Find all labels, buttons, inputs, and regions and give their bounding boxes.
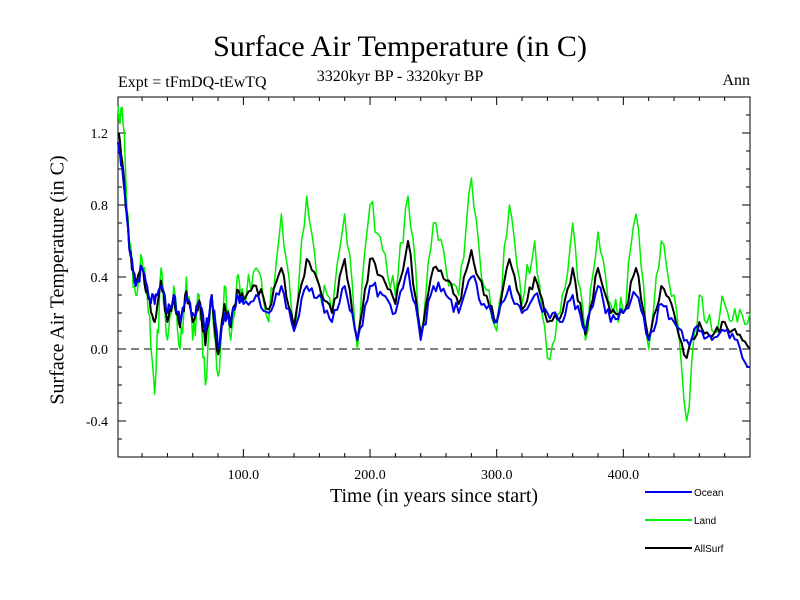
x-tick-label: 300.0 xyxy=(481,468,513,483)
legend-label-ocean: Ocean xyxy=(694,488,723,499)
series-line-land xyxy=(117,105,751,422)
season-label: Ann xyxy=(722,72,750,89)
x-axis-label: Time (in years since start) xyxy=(329,485,539,507)
x-tick-label: 200.0 xyxy=(354,468,386,483)
x-tick-label: 400.0 xyxy=(608,468,640,483)
series-line-ocean xyxy=(117,141,750,368)
y-tick-label: 0.8 xyxy=(91,199,109,214)
legend-label-allsurf: AllSurf xyxy=(694,544,724,555)
y-tick-label: 0.0 xyxy=(91,343,109,358)
y-tick-label: 1.2 xyxy=(91,127,109,142)
legend: Ocean Land AllSurf xyxy=(645,488,724,555)
legend-label-land: Land xyxy=(694,516,716,527)
series-layer xyxy=(117,105,751,422)
y-tick-label: 0.4 xyxy=(91,271,109,286)
x-tick-label: 100.0 xyxy=(228,468,260,483)
period-label: 3320kyr BP - 3320kyr BP xyxy=(316,68,484,85)
y-tick-label: -0.4 xyxy=(86,415,108,430)
chart-title: Surface Air Temperature (in C) xyxy=(213,30,587,63)
y-axis-label: Surface Air Temperature (in C) xyxy=(46,155,69,405)
experiment-label: Expt = tFmDQ-tEwTQ xyxy=(118,74,267,91)
plot-frame xyxy=(117,96,751,458)
axes-layer: -0.4 0.0 0.4 0.8 1.2 100.0 200.0 300.0 400.0 xyxy=(86,96,751,483)
